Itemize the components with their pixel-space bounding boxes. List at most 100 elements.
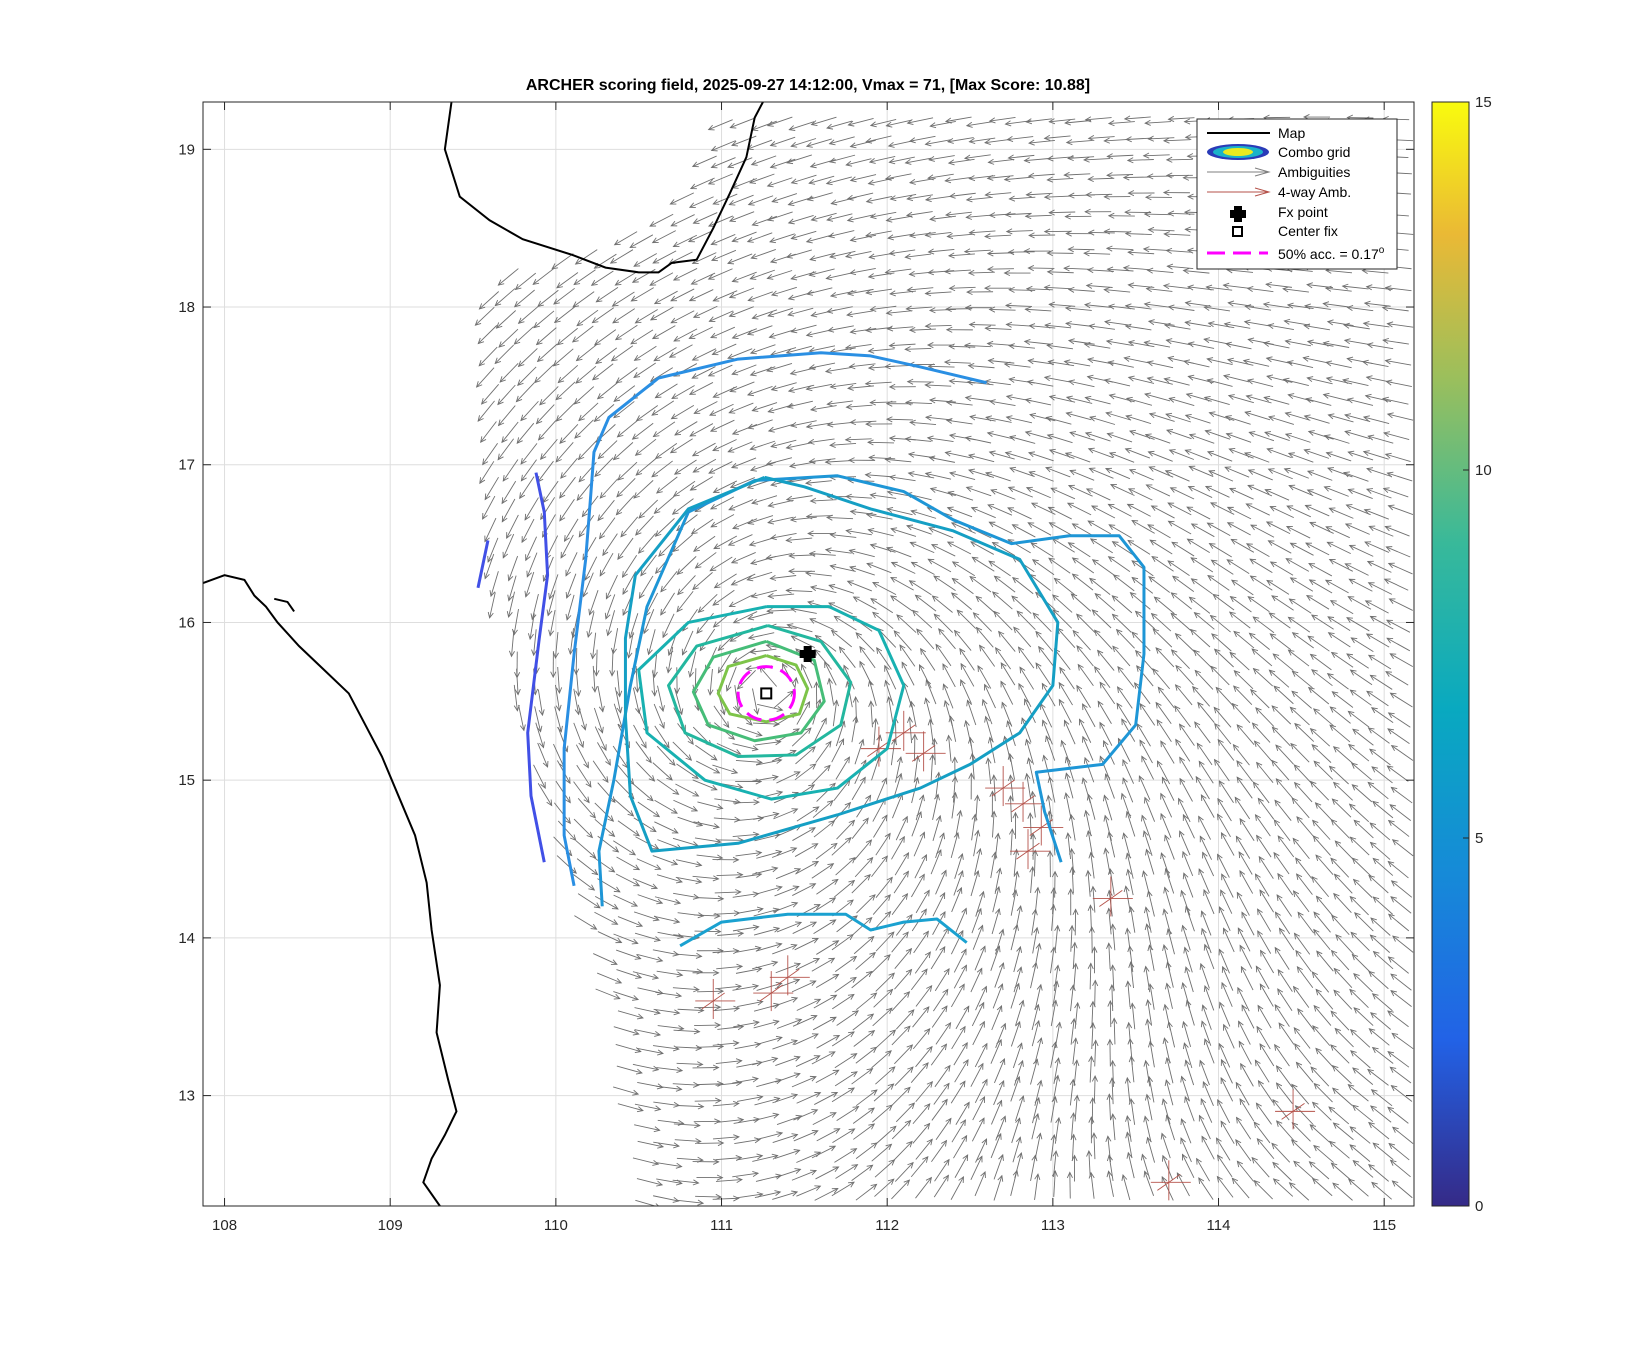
wind-vector	[953, 964, 967, 989]
wind-vector	[1216, 1175, 1234, 1198]
wind-vector	[791, 727, 812, 747]
wind-vector	[1367, 654, 1392, 670]
wind-vector	[1234, 796, 1251, 820]
wind-vector	[833, 615, 857, 631]
wind-vector	[772, 943, 798, 955]
wind-vector	[792, 784, 816, 800]
wind-vector	[1311, 875, 1330, 898]
wind-vector	[1236, 1160, 1255, 1182]
wind-vector	[946, 541, 972, 555]
wind-vector	[971, 907, 982, 934]
wind-vector	[696, 1080, 724, 1087]
wind-vector	[791, 1169, 818, 1181]
wind-vector	[717, 650, 733, 674]
wind-vector	[651, 651, 658, 679]
wind-vector	[767, 592, 795, 599]
wind-vector	[1250, 689, 1270, 709]
wind-vector	[1133, 682, 1151, 705]
wind-vector	[1170, 649, 1190, 670]
wind-vector	[697, 988, 725, 995]
wind-vector	[994, 867, 1003, 894]
wind-vector	[1180, 1137, 1192, 1163]
wind-vector	[1255, 761, 1274, 783]
wind-vector	[1067, 888, 1074, 916]
y-tick-label: 15	[178, 772, 195, 789]
wind-vector	[1389, 692, 1413, 708]
wind-vector	[1141, 870, 1151, 897]
wind-vector	[1389, 804, 1412, 821]
wind-vector	[1350, 637, 1374, 653]
wind-vector	[1241, 1004, 1255, 1029]
wind-vector	[714, 889, 742, 896]
wind-vector	[1387, 712, 1411, 728]
wind-vector	[615, 949, 642, 960]
wind-vector	[953, 870, 964, 896]
wind-vector	[1092, 979, 1099, 1007]
wind-vector	[677, 1199, 705, 1206]
wind-vector	[1068, 924, 1075, 952]
wind-vector	[971, 556, 995, 572]
wind-vector	[1048, 557, 1071, 574]
wind-vector	[1034, 1173, 1041, 1201]
wind-vector	[1015, 905, 1023, 932]
wind-vector	[968, 772, 975, 800]
wind-vector	[775, 1168, 802, 1178]
wind-vector	[1184, 905, 1195, 932]
wind-vector	[1367, 1068, 1389, 1086]
wind-vector	[1333, 989, 1353, 1010]
wind-vector	[1272, 1178, 1294, 1197]
wind-vector	[914, 854, 927, 879]
wind-vector	[891, 931, 909, 953]
wind-vector	[1370, 1012, 1392, 1030]
wind-vector	[1156, 760, 1171, 785]
wind-vector	[1354, 912, 1374, 932]
wind-vector	[1349, 836, 1370, 856]
wind-vector	[573, 688, 581, 716]
wind-vector	[1252, 781, 1270, 804]
wind-vector	[1330, 949, 1350, 971]
wind-vector	[894, 1161, 914, 1182]
wind-vector	[1077, 663, 1094, 686]
wind-vector	[1156, 719, 1172, 742]
wind-vector	[753, 907, 780, 917]
wind-vector	[1110, 1113, 1117, 1141]
wind-vector	[1058, 681, 1073, 706]
wind-vector	[1372, 950, 1394, 970]
wind-vector	[1010, 1020, 1021, 1047]
wind-vector	[1145, 848, 1155, 875]
wind-vector	[956, 609, 977, 629]
wind-vector	[575, 669, 582, 697]
wind-vector	[1309, 727, 1331, 747]
wind-vector	[836, 1106, 860, 1121]
wind-vector	[576, 764, 592, 788]
wind-vector	[753, 926, 781, 936]
wind-vector	[1012, 811, 1019, 839]
wind-vector	[1013, 626, 1032, 648]
wind-vector	[1268, 612, 1291, 629]
wind-vector	[811, 1145, 837, 1159]
wind-vector	[1174, 705, 1191, 728]
wind-vector	[1313, 1082, 1333, 1103]
wind-vector	[932, 911, 946, 935]
wind-vector	[692, 969, 720, 976]
wind-vector	[893, 870, 909, 894]
wind-vector	[894, 947, 913, 969]
wind-vector	[555, 684, 562, 712]
wind-vector	[1353, 972, 1373, 993]
wind-vector	[930, 544, 956, 557]
wind-vector	[890, 595, 913, 612]
wind-vector	[848, 548, 875, 558]
wind-vector	[998, 630, 1016, 652]
wind-vector	[672, 1081, 700, 1088]
wind-vector	[1372, 1142, 1394, 1161]
wind-vector	[732, 1170, 760, 1178]
wind-vector	[920, 647, 936, 671]
wind-vector	[809, 585, 837, 593]
wind-vector	[1331, 798, 1352, 818]
wind-vector	[653, 915, 681, 924]
colorbar-tick-label: 5	[1475, 830, 1483, 847]
wind-vector	[597, 782, 616, 803]
wind-vector	[1201, 927, 1212, 954]
wind-vector	[935, 1117, 952, 1141]
wind-vector	[692, 875, 720, 882]
